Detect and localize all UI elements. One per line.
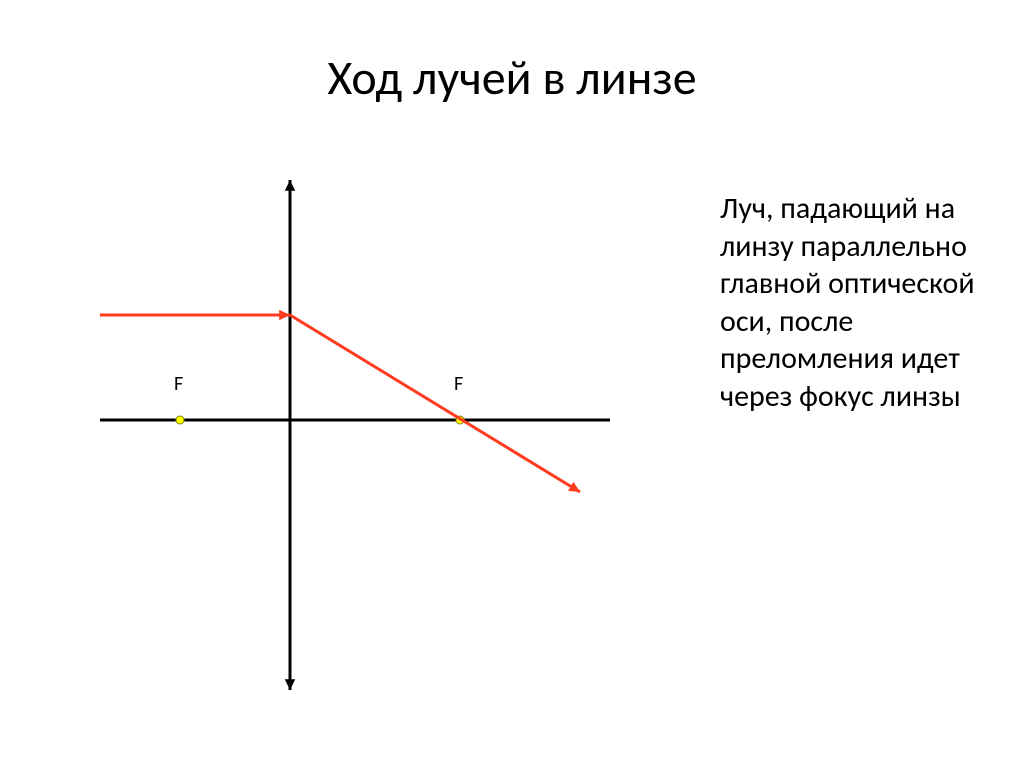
svg-text:F: F	[454, 372, 463, 396]
slide-title: Ход лучей в линзе	[0, 48, 1024, 107]
svg-text:F: F	[174, 372, 183, 396]
ray-diagram: FF	[90, 170, 650, 710]
slide: Ход лучей в линзе FF Луч, падающий на ли…	[0, 0, 1024, 767]
explanation-text: Луч, падающий на линзу параллельно главн…	[720, 190, 990, 415]
